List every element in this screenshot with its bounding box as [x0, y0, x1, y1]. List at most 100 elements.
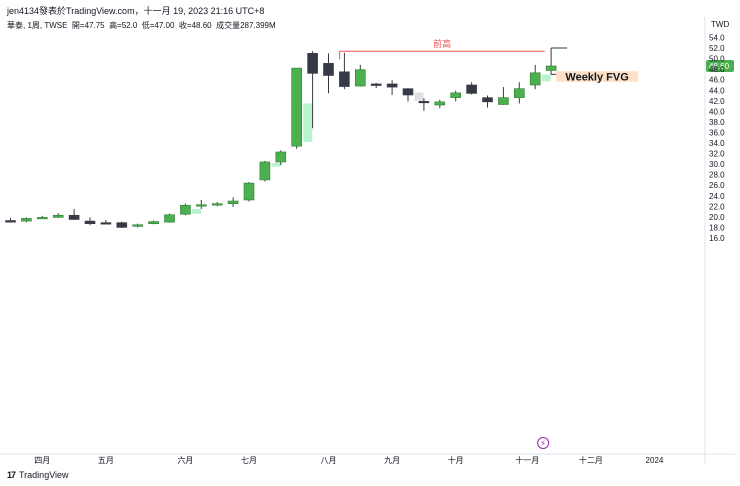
currency-label: TWD — [711, 20, 730, 29]
candle — [291, 67, 303, 149]
candle-body — [402, 88, 414, 96]
candle — [196, 199, 207, 209]
candle-body — [100, 222, 112, 225]
fvg-layer — [191, 74, 551, 214]
candle — [100, 220, 112, 225]
candle-body — [5, 220, 16, 223]
x-tick-label: 九月 — [384, 456, 400, 465]
y-tick-label: 32.0 — [709, 150, 725, 159]
tradingview-logo-icon: 17 — [7, 470, 16, 480]
y-tick-label: 34.0 — [709, 139, 725, 148]
footer: 17 TradingView — [7, 470, 69, 480]
publish-info: jen4134發表於TradingView.com，十一月 19, 2023 2… — [7, 6, 265, 16]
candle-body — [132, 224, 143, 227]
candle-body — [36, 217, 48, 220]
candle-body — [370, 83, 382, 86]
fvg-zone — [414, 92, 424, 101]
y-tick-label: 42.0 — [709, 97, 725, 106]
candle-body — [148, 221, 159, 225]
candle-body — [84, 220, 96, 225]
fvg-zone — [191, 208, 201, 214]
prev-high-label: 前高 — [433, 38, 451, 49]
y-tick-label: 52.0 — [709, 44, 725, 53]
candle-body — [68, 214, 80, 220]
x-tick-label: 五月 — [98, 456, 114, 465]
candle — [68, 208, 80, 221]
candle-body — [180, 204, 191, 215]
candle-body — [275, 151, 287, 163]
candle-body — [513, 88, 525, 98]
low-value: 低=47.00 — [141, 21, 175, 30]
open-value: 開=47.75 — [71, 21, 105, 30]
x-tick-label: 六月 — [177, 455, 193, 465]
lightning-icon: ⚡ — [540, 439, 546, 448]
candle-body — [196, 204, 207, 207]
y-tick-label: 24.0 — [709, 192, 725, 201]
x-tick-label: 四月 — [34, 456, 50, 465]
x-tick-label: 十二月 — [579, 455, 603, 465]
candle — [354, 64, 366, 87]
volume-value: 成交量287.399M — [216, 21, 276, 30]
fvg-zone — [271, 163, 281, 167]
candle-body — [323, 63, 334, 76]
candle-body — [418, 101, 430, 104]
y-tick-label: 28.0 — [709, 171, 725, 180]
candle — [513, 82, 525, 104]
y-tick-label: 36.0 — [709, 128, 725, 137]
candle-layer — [5, 48, 557, 228]
fvg-zone — [303, 103, 313, 142]
candle — [52, 213, 64, 218]
y-tick-label: 50.0 — [709, 55, 725, 64]
symbol-label: 華泰, 1周, TWSE — [7, 21, 68, 30]
x-tick-label: 七月 — [241, 456, 257, 465]
candle — [227, 197, 239, 207]
candle-body — [354, 69, 366, 87]
candle — [259, 160, 271, 182]
candle-body — [116, 222, 128, 228]
annotation-layer: 前高 Weekly FVG 48.60 ⚡ — [339, 38, 734, 449]
candle-body — [529, 72, 541, 86]
y-tick-label: 48.0 — [709, 65, 725, 74]
candle — [148, 220, 159, 225]
y-tick-label: 16.0 — [709, 234, 725, 243]
y-tick-label: 44.0 — [709, 86, 725, 95]
y-tick-label: 46.0 — [709, 76, 725, 85]
axis-layer: 54.052.0 50.048.0 46.044.0 42.040.0 38.036.0… — [0, 15, 735, 465]
y-tick-label: 38.0 — [709, 118, 725, 127]
candle — [402, 88, 414, 102]
candle — [545, 48, 557, 75]
y-tick-label: 26.0 — [709, 181, 725, 190]
candle — [84, 217, 96, 226]
candle — [116, 221, 128, 228]
candle — [339, 52, 350, 90]
candle — [5, 217, 16, 223]
close-value: 收=48.60 — [178, 21, 212, 30]
candle — [386, 80, 398, 95]
weekly-fvg-label: Weekly FVG — [565, 72, 628, 84]
brand-name: TradingView — [19, 470, 69, 480]
candle — [243, 182, 255, 202]
candle — [529, 64, 541, 90]
candle — [211, 202, 223, 207]
x-tick-label: 十月 — [448, 455, 464, 465]
candle — [36, 215, 48, 220]
candle-body — [545, 65, 557, 71]
candle — [164, 213, 175, 223]
candle-body — [227, 200, 239, 204]
y-tick-label: 30.0 — [709, 160, 725, 169]
candle — [307, 51, 318, 129]
high-value: 高=52.0 — [109, 21, 138, 30]
candle-body — [52, 214, 64, 218]
candle — [482, 95, 493, 108]
y-tick-label: 22.0 — [709, 202, 725, 211]
candle — [450, 90, 462, 102]
candle-body — [164, 214, 175, 223]
candle — [418, 98, 430, 111]
y-tick-label: 54.0 — [709, 34, 725, 43]
candle-body — [450, 92, 462, 98]
candle — [21, 217, 32, 223]
event-marker-icon — [537, 437, 550, 449]
x-tick-label: 八月 — [321, 456, 337, 465]
candle-body — [386, 83, 398, 88]
